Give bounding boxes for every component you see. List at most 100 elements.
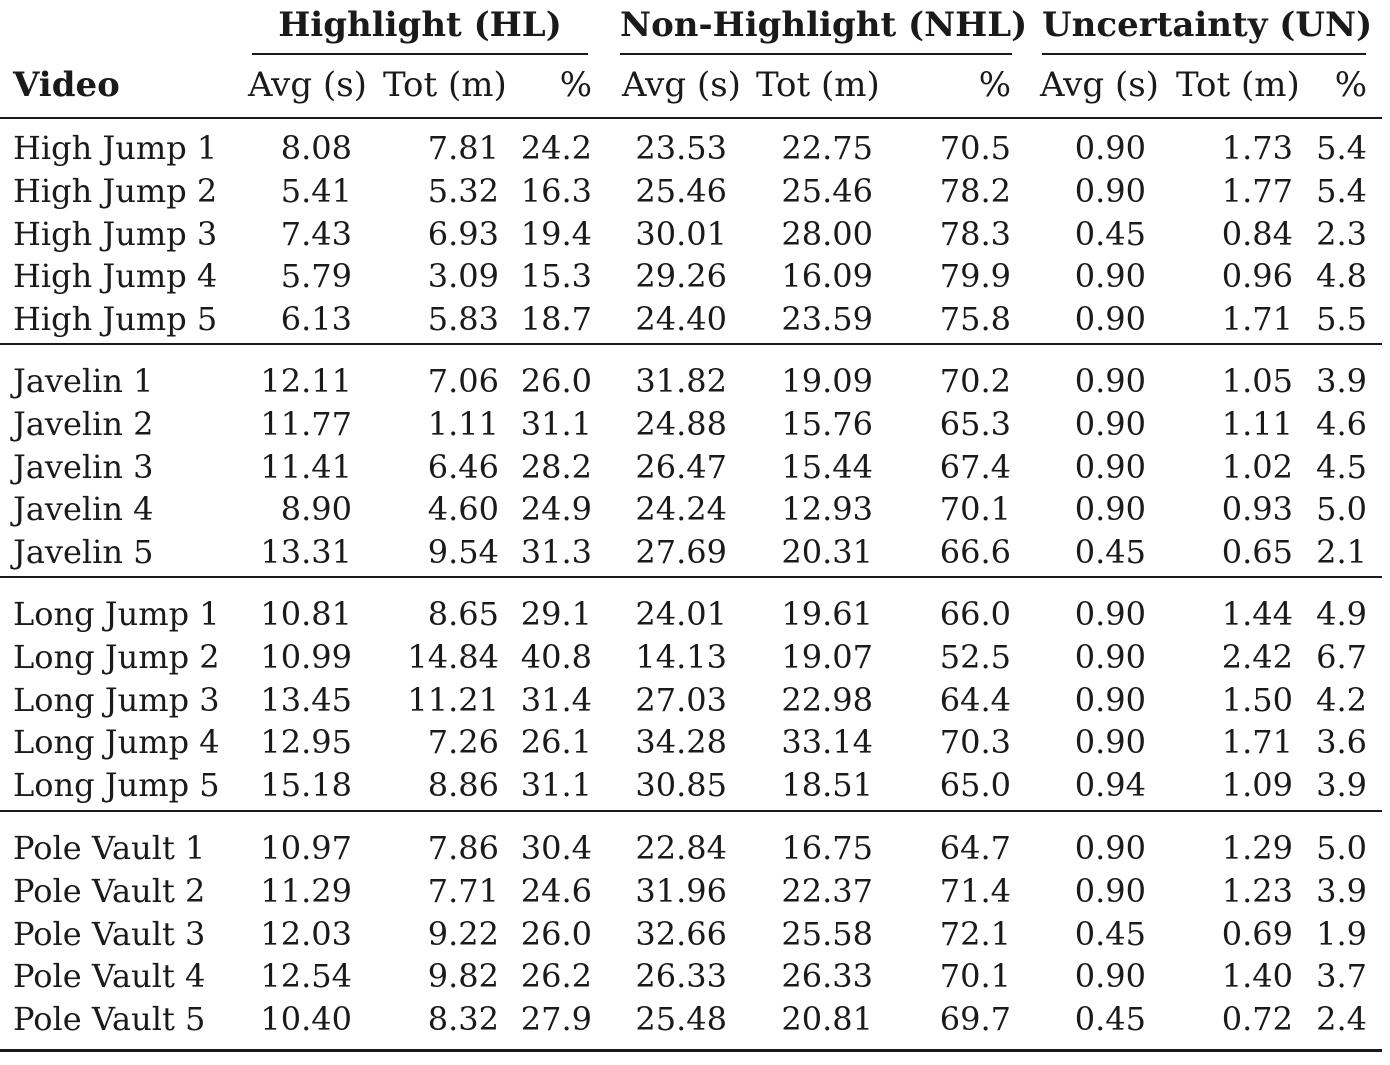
value-cell: 8.65 [427,595,499,633]
value-cell: 65.0 [939,766,1011,805]
value-cell: 0.90 [1074,362,1146,400]
value-cell: 16.3 [520,171,592,210]
value-cell: 70.2 [939,362,1011,400]
value-cell: 7.81 [427,129,499,167]
video-name-cell: Pole Vault 2 [13,871,206,910]
video-column-header: Video [13,65,120,105]
value-cell: 0.45 [1074,1000,1146,1039]
value-cell: 16.75 [781,829,873,867]
video-name-cell: Long Jump 5 [13,766,220,805]
value-cell: 2.42 [1221,637,1293,676]
value-cell: 40.8 [520,637,592,676]
video-name-cell: Long Jump 2 [13,637,220,676]
value-cell: 4.2 [1316,680,1367,719]
value-cell: 24.6 [520,871,592,910]
value-cell: 14.84 [407,637,499,676]
video-name-cell: Pole Vault 3 [13,914,206,953]
value-cell: 12.11 [260,362,352,400]
video-name-cell: High Jump 3 [13,214,218,253]
value-cell: 7.43 [280,214,352,253]
value-cell: 23.59 [781,300,873,339]
value-cell: 3.9 [1316,871,1367,910]
value-cell: 72.1 [939,914,1011,953]
value-cell: 1.11 [427,404,499,443]
value-cell: 0.69 [1221,914,1293,953]
value-cell: 11.41 [260,447,352,486]
value-cell: 4.6 [1316,404,1367,443]
video-name-cell: Pole Vault 5 [13,1000,206,1039]
value-cell: 14.13 [635,637,727,676]
subcolumn-header-nhl-2: % [978,65,1011,105]
subcolumn-header-nhl-0: Avg (s) [622,65,741,105]
value-cell: 5.32 [427,171,499,210]
value-cell: 1.9 [1316,914,1367,953]
value-cell: 29.1 [520,595,592,633]
value-cell: 26.0 [520,362,592,400]
value-cell: 1.11 [1221,404,1293,443]
value-cell: 25.58 [781,914,873,953]
value-cell: 4.5 [1316,447,1367,486]
value-cell: 13.31 [260,533,352,572]
value-cell: 31.82 [635,362,727,400]
value-cell: 16.09 [781,257,873,296]
value-cell: 2.1 [1316,533,1367,572]
video-name-cell: High Jump 5 [13,300,218,339]
value-cell: 5.0 [1316,490,1367,529]
value-cell: 0.90 [1074,447,1146,486]
value-cell: 3.6 [1316,723,1367,762]
value-cell: 5.41 [280,171,352,210]
value-cell: 0.90 [1074,404,1146,443]
value-cell: 24.40 [635,300,727,339]
value-cell: 30.01 [635,214,727,253]
value-cell: 12.54 [260,957,352,996]
value-cell: 5.79 [280,257,352,296]
value-cell: 0.45 [1074,214,1146,253]
subcolumn-header-un-2: % [1334,65,1367,105]
value-cell: 67.4 [939,447,1011,486]
value-cell: 1.40 [1221,957,1293,996]
value-cell: 0.90 [1074,957,1146,996]
subcolumn-header-nhl-1: Tot (m) [756,65,880,105]
value-cell: 1.09 [1221,766,1293,805]
value-cell: 0.90 [1074,595,1146,633]
value-cell: 9.22 [427,914,499,953]
value-cell: 3.9 [1316,362,1367,400]
value-cell: 7.26 [427,723,499,762]
value-cell: 19.61 [781,595,873,633]
value-cell: 25.48 [635,1000,727,1039]
value-cell: 2.3 [1316,214,1367,253]
value-cell: 6.93 [427,214,499,253]
value-cell: 11.77 [260,404,352,443]
value-cell: 18.7 [520,300,592,339]
value-cell: 0.84 [1221,214,1293,253]
value-cell: 15.18 [260,766,352,805]
value-cell: 11.21 [407,680,499,719]
video-name-cell: Javelin 4 [13,490,154,529]
value-cell: 26.1 [520,723,592,762]
value-cell: 10.81 [260,595,352,633]
group-rule-non-highlight [620,53,1012,55]
value-cell: 0.90 [1074,637,1146,676]
value-cell: 1.05 [1221,362,1293,400]
value-cell: 0.90 [1074,680,1146,719]
group-header-non-highlight: Non-Highlight (NHL) [620,5,1028,45]
value-cell: 26.47 [635,447,727,486]
value-cell: 0.45 [1074,914,1146,953]
video-name-cell: Javelin 3 [13,447,154,486]
video-name-cell: High Jump 1 [13,129,218,167]
value-cell: 13.45 [260,680,352,719]
value-cell: 2.4 [1316,1000,1367,1039]
value-cell: 52.5 [939,637,1011,676]
value-cell: 4.60 [427,490,499,529]
subcolumn-header-hl-1: Tot (m) [383,65,507,105]
value-cell: 78.3 [939,214,1011,253]
value-cell: 0.94 [1074,766,1146,805]
value-cell: 5.0 [1316,829,1367,867]
value-cell: 70.5 [939,129,1011,167]
value-cell: 20.31 [781,533,873,572]
value-cell: 4.8 [1316,257,1367,296]
value-cell: 70.1 [939,490,1011,529]
value-cell: 31.1 [520,766,592,805]
value-cell: 0.96 [1221,257,1293,296]
video-name-cell: Long Jump 3 [13,680,220,719]
